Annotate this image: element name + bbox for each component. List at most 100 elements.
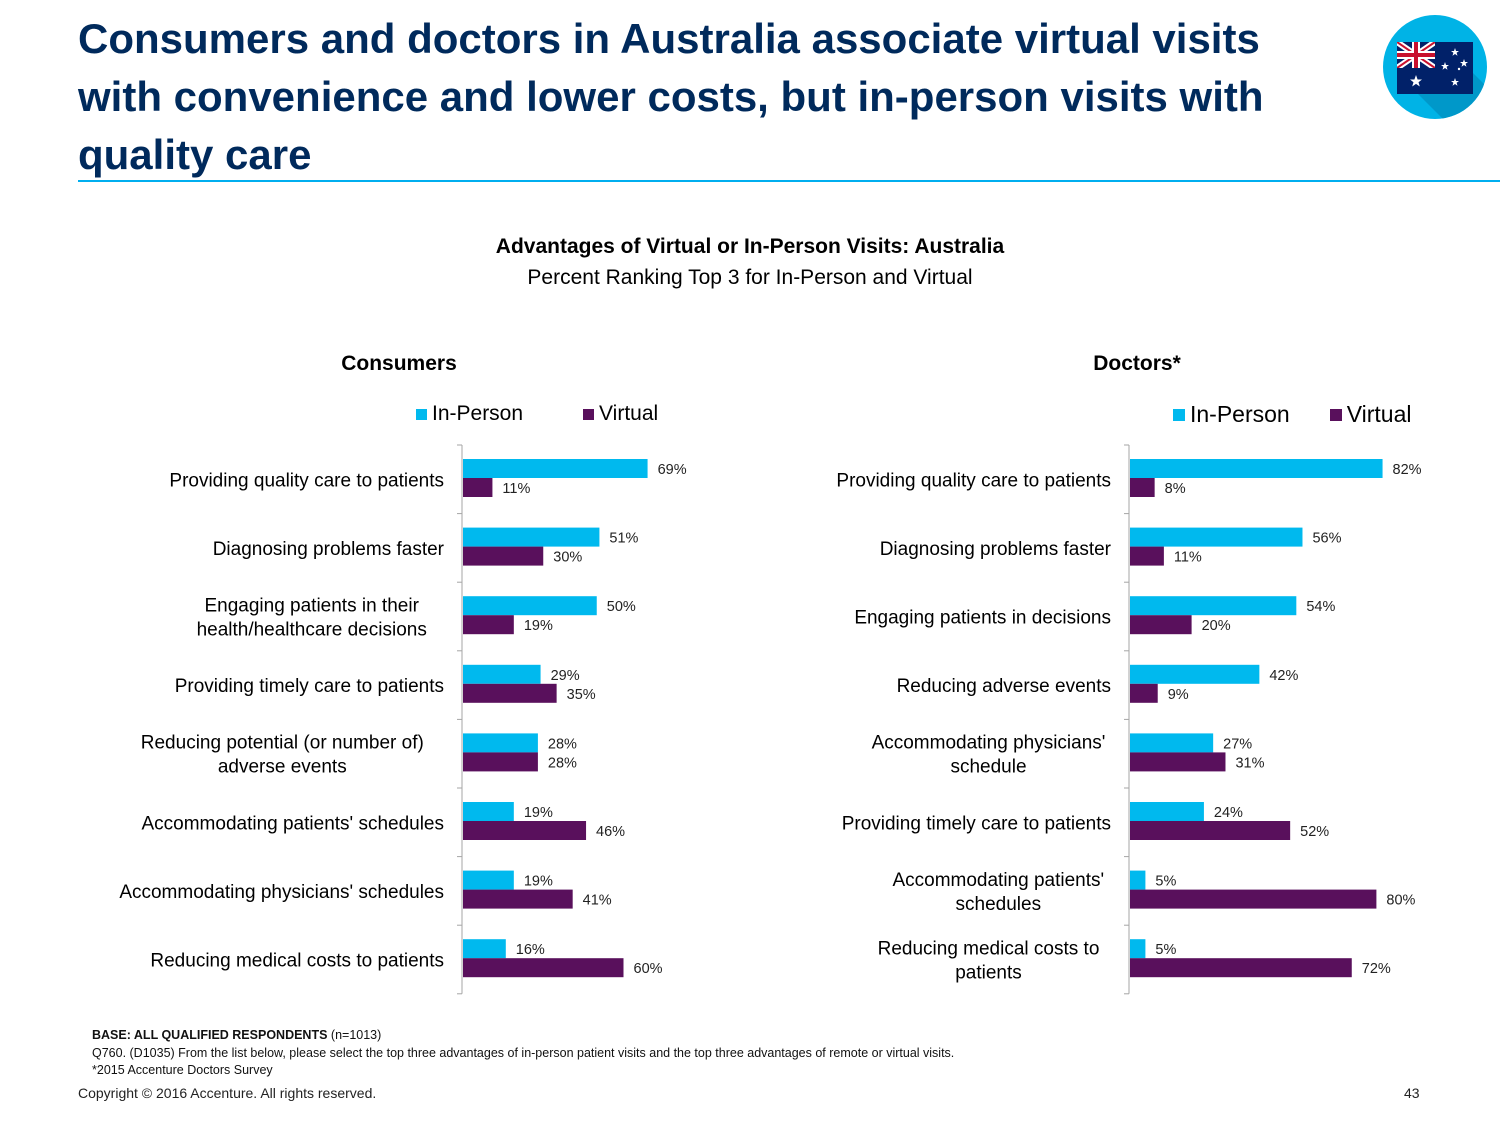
category-label: Reducing medical costs to patients (150, 951, 444, 972)
bar-in-person (463, 459, 648, 478)
category-label: Reducing potential (or number of) (141, 733, 424, 754)
data-label-virtual: 19% (524, 618, 553, 634)
data-label-virtual: 28% (548, 755, 577, 771)
bar-virtual (1130, 889, 1377, 909)
bar-in-person (463, 733, 538, 753)
category-label: Reducing medical costs to (878, 939, 1100, 960)
data-label-virtual: 11% (1174, 550, 1202, 566)
legend-item-in-person: In-Person (1173, 401, 1290, 428)
bar-in-person (463, 870, 514, 890)
bar-virtual (463, 958, 624, 978)
chart-subtitle: Percent Ranking Top 3 for In-Person and … (527, 266, 973, 289)
australia-flag-icon (1383, 15, 1487, 119)
bar-virtual (1130, 821, 1291, 840)
title-underline (78, 180, 1500, 182)
data-label-in-person: 54% (1306, 599, 1335, 615)
data-label-in-person: 29% (551, 668, 580, 684)
base-note: BASE: ALL QUALIFIED RESPONDENTS (n=1013) (92, 1028, 382, 1042)
consumers-panel-title: Consumers (341, 352, 457, 375)
data-label-virtual: 31% (1235, 755, 1264, 771)
bar-in-person (463, 802, 514, 821)
data-label-in-person: 82% (1393, 462, 1422, 478)
data-label-in-person: 5% (1155, 874, 1176, 890)
bar-in-person (463, 939, 506, 959)
data-label-in-person: 50% (607, 599, 636, 615)
data-label-in-person: 16% (516, 942, 545, 958)
legend-label-in-person: In-Person (432, 402, 524, 425)
bar-in-person (1130, 596, 1297, 616)
data-label-in-person: 28% (548, 736, 577, 752)
data-label-virtual: 80% (1386, 893, 1415, 909)
bar-virtual (463, 478, 493, 497)
copyright: Copyright © 2016 Accenture. All rights r… (78, 1085, 377, 1101)
bar-in-person (1130, 664, 1260, 684)
data-label-in-person: 19% (524, 874, 553, 890)
data-label-in-person: 51% (609, 531, 638, 547)
category-label: Accommodating patients' (892, 870, 1104, 891)
legend-label-virtual: Virtual (599, 402, 659, 425)
bar-virtual (1130, 615, 1192, 635)
bar-in-person (1130, 459, 1383, 478)
data-label-virtual: 8% (1165, 481, 1186, 497)
data-label-virtual: 60% (634, 961, 663, 977)
bar-virtual (1130, 478, 1155, 497)
legend-swatch-virtual (1329, 408, 1342, 421)
chart-title: Advantages of Virtual or In-Person Visit… (495, 235, 1005, 258)
bar-virtual (463, 889, 573, 909)
consumers-legend: In-Person Virtual (416, 402, 658, 426)
bar-virtual (463, 546, 544, 566)
category-label: Diagnosing problems faster (213, 539, 445, 560)
category-label: Engaging patients in decisions (854, 608, 1111, 629)
legend-label-in-person: In-Person (1190, 401, 1290, 427)
data-label-virtual: 30% (553, 550, 582, 566)
legend-swatch-in-person (416, 408, 427, 420)
category-label: schedule (950, 757, 1026, 778)
category-label: schedules (956, 894, 1042, 915)
footnotes: BASE: ALL QUALIFIED RESPONDENTS (n=1013)… (92, 1027, 954, 1080)
data-label-in-person: 5% (1155, 942, 1176, 958)
bar-in-person (463, 596, 597, 616)
bar-in-person (1130, 870, 1146, 890)
legend-swatch-in-person (1173, 408, 1185, 421)
data-label-virtual: 72% (1362, 961, 1391, 977)
legend-swatch-virtual (583, 408, 595, 420)
slide-title: Consumers and doctors in Australia assoc… (78, 15, 1264, 178)
legend-item-virtual: Virtual (1329, 401, 1412, 428)
data-label-in-person: 42% (1269, 668, 1298, 684)
category-label: Diagnosing problems faster (880, 539, 1112, 560)
category-label: Providing quality care to patients (836, 470, 1111, 491)
data-label-virtual: 35% (567, 687, 596, 703)
bar-in-person (1130, 733, 1214, 753)
category-label: health/healthcare decisions (197, 620, 427, 641)
page-number: 43 (1404, 1085, 1420, 1101)
bar-in-person (1130, 939, 1146, 959)
bar-in-person (463, 527, 600, 547)
category-label: Accommodating physicians' (872, 733, 1106, 754)
category-label: Accommodating patients' schedules (141, 813, 444, 834)
category-label: adverse events (218, 757, 347, 778)
data-label-virtual: 11% (502, 481, 530, 497)
doctors-legend: In-Person Virtual (1173, 401, 1412, 428)
data-label-in-person: 69% (658, 462, 687, 478)
data-label-virtual: 9% (1168, 687, 1189, 703)
bar-in-person (463, 664, 541, 684)
data-label-virtual: 20% (1202, 618, 1231, 634)
category-label: Engaging patients in their (204, 596, 419, 617)
data-label-in-person: 24% (1214, 805, 1243, 821)
bar-virtual (1130, 752, 1226, 772)
legend-item-virtual: Virtual (583, 402, 658, 426)
category-label: Accommodating physicians' schedules (119, 882, 444, 903)
bar-virtual (1130, 958, 1352, 978)
data-label-virtual: 52% (1300, 824, 1329, 840)
source-note: *2015 Accenture Doctors Survey (92, 1063, 273, 1077)
bar-virtual (463, 752, 538, 772)
doctors-panel-title: Doctors* (1093, 352, 1181, 375)
category-label: Reducing adverse events (897, 676, 1111, 697)
legend-label-virtual: Virtual (1346, 401, 1412, 427)
category-label: Providing timely care to patients (175, 676, 444, 697)
category-label: patients (955, 963, 1022, 984)
category-label: Providing timely care to patients (842, 813, 1111, 834)
data-label-virtual: 46% (596, 824, 625, 840)
bar-virtual (463, 615, 514, 635)
